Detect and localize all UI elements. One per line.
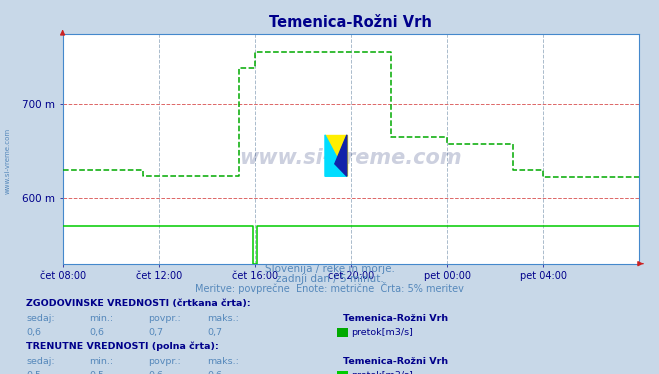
Text: sedaj:: sedaj: <box>26 313 55 322</box>
Text: Temenica-Rožni Vrh: Temenica-Rožni Vrh <box>343 313 448 322</box>
Text: 0,6: 0,6 <box>148 371 163 374</box>
Polygon shape <box>325 135 347 176</box>
Text: 0,7: 0,7 <box>148 328 163 337</box>
Text: maks.:: maks.: <box>208 313 239 322</box>
Text: zadnji dan / 5 minut.: zadnji dan / 5 minut. <box>275 275 384 284</box>
Text: Temenica-Rožni Vrh: Temenica-Rožni Vrh <box>343 357 448 366</box>
Text: TRENUTNE VREDNOSTI (polna črta):: TRENUTNE VREDNOSTI (polna črta): <box>26 341 219 351</box>
Title: Temenica-Rožni Vrh: Temenica-Rožni Vrh <box>270 15 432 30</box>
Text: povpr.:: povpr.: <box>148 357 181 366</box>
Text: min.:: min.: <box>89 357 113 366</box>
Text: povpr.:: povpr.: <box>148 313 181 322</box>
Text: 0,5: 0,5 <box>26 371 42 374</box>
Text: pretok[m3/s]: pretok[m3/s] <box>351 371 413 374</box>
Text: www.si-vreme.com: www.si-vreme.com <box>240 148 462 168</box>
Text: maks.:: maks.: <box>208 357 239 366</box>
Text: min.:: min.: <box>89 313 113 322</box>
Text: Slovenija / reke in morje.: Slovenija / reke in morje. <box>264 264 395 274</box>
Text: 0,5: 0,5 <box>89 371 104 374</box>
Text: www.si-vreme.com: www.si-vreme.com <box>5 128 11 194</box>
Text: ZGODOVINSKE VREDNOSTI (črtkana črta):: ZGODOVINSKE VREDNOSTI (črtkana črta): <box>26 298 251 307</box>
Text: 0,6: 0,6 <box>26 328 42 337</box>
Polygon shape <box>335 135 347 176</box>
Text: Meritve: povprečne  Enote: metrične  Črta: 5% meritev: Meritve: povprečne Enote: metrične Črta:… <box>195 282 464 294</box>
Text: 0,7: 0,7 <box>208 328 223 337</box>
Text: 0,6: 0,6 <box>89 328 104 337</box>
Polygon shape <box>325 135 347 176</box>
Text: pretok[m3/s]: pretok[m3/s] <box>351 328 413 337</box>
Text: sedaj:: sedaj: <box>26 357 55 366</box>
Text: 0,6: 0,6 <box>208 371 223 374</box>
